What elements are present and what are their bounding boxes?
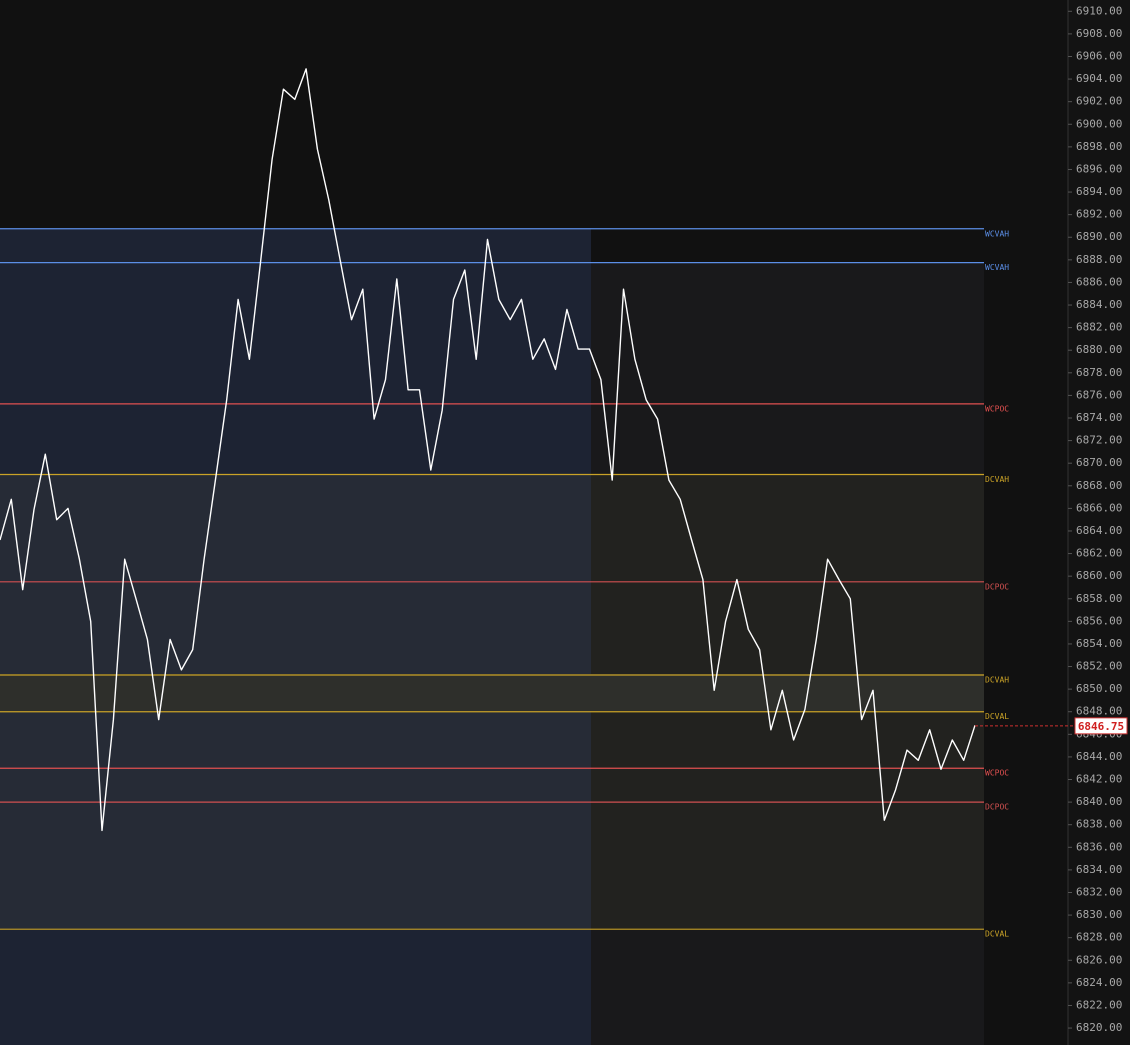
level-label: DCVAH	[985, 475, 1009, 484]
level-label: DCVAH	[985, 676, 1009, 685]
y-tick-label: 6870.00	[1076, 456, 1122, 469]
y-tick-label: 6904.00	[1076, 72, 1122, 85]
y-tick-label: 6886.00	[1076, 275, 1122, 288]
y-tick-label: 6824.00	[1076, 976, 1122, 989]
level-label: DCVAL	[985, 712, 1009, 721]
y-tick-label: 6844.00	[1076, 750, 1122, 763]
y-tick-label: 6862.00	[1076, 547, 1122, 560]
y-tick-label: 6882.00	[1076, 321, 1122, 334]
y-tick-label: 6836.00	[1076, 840, 1122, 853]
y-tick-label: 6850.00	[1076, 682, 1122, 695]
y-tick-label: 6822.00	[1076, 998, 1122, 1011]
level-label: WCVAH	[985, 263, 1009, 272]
level-label: DCPOC	[985, 803, 1009, 812]
price-line	[0, 68, 976, 832]
y-tick-label: 6854.00	[1076, 637, 1122, 650]
y-tick-label: 6878.00	[1076, 366, 1122, 379]
level-label: WCVAH	[985, 229, 1009, 238]
y-tick-label: 6856.00	[1076, 614, 1122, 627]
level-label: WCPOC	[985, 769, 1009, 778]
level-label: WCPOC	[985, 404, 1009, 413]
y-tick-label: 6894.00	[1076, 185, 1122, 198]
level-label: DCPOC	[985, 582, 1009, 591]
y-tick-label: 6874.00	[1076, 411, 1122, 424]
y-tick-label: 6834.00	[1076, 863, 1122, 876]
y-tick-label: 6820.00	[1076, 1021, 1122, 1034]
y-tick-label: 6868.00	[1076, 479, 1122, 492]
current-price-label: 6846.75	[1078, 720, 1124, 733]
y-tick-label: 6840.00	[1076, 795, 1122, 808]
y-tick-label: 6890.00	[1076, 230, 1122, 243]
y-tick-label: 6892.00	[1076, 208, 1122, 221]
current-price-box	[1074, 717, 1128, 735]
y-tick-label: 6842.00	[1076, 773, 1122, 786]
y-tick-label: 6896.00	[1076, 162, 1122, 175]
y-tick-label: 6864.00	[1076, 524, 1122, 537]
y-tick-label: 6858.00	[1076, 592, 1122, 605]
y-tick-label: 6906.00	[1076, 49, 1122, 62]
y-tick-label: 6872.00	[1076, 434, 1122, 447]
y-tick-label: 6910.00	[1076, 4, 1122, 17]
y-tick-label: 6900.00	[1076, 117, 1122, 130]
y-tick-label: 6832.00	[1076, 885, 1122, 898]
y-tick-label: 6848.00	[1076, 705, 1122, 718]
y-tick-label: 6880.00	[1076, 343, 1122, 356]
level-label: DCVAL	[985, 930, 1009, 939]
y-tick-label: 6898.00	[1076, 140, 1122, 153]
value-area-inner	[0, 674, 984, 711]
y-tick-label: 6838.00	[1076, 818, 1122, 831]
y-tick-label: 6866.00	[1076, 501, 1122, 514]
y-tick-label: 6826.00	[1076, 953, 1122, 966]
y-tick-label: 6828.00	[1076, 931, 1122, 944]
y-tick-label: 6876.00	[1076, 388, 1122, 401]
y-tick-label: 6830.00	[1076, 908, 1122, 921]
y-tick-label: 6860.00	[1076, 569, 1122, 582]
y-tick-label: 6884.00	[1076, 298, 1122, 311]
y-tick-label: 6852.00	[1076, 660, 1122, 673]
y-tick-label: 6888.00	[1076, 253, 1122, 266]
price-axis	[1068, 0, 1130, 1045]
plot: 6910.00 6908.00 6906.00 6904.00 6902.00 6900.…	[0, 4, 1128, 1034]
y-tick-label: 6908.00	[1076, 27, 1122, 40]
y-tick-label: 6902.00	[1076, 95, 1122, 108]
